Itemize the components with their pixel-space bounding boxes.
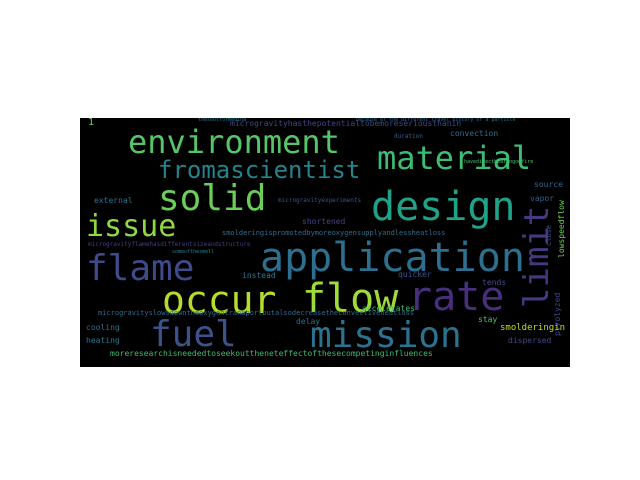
word-cloud: environment material fromascientist soli… xyxy=(80,118,570,367)
word-design: design xyxy=(371,184,516,230)
word-close: close xyxy=(545,224,553,246)
word-limit: limit xyxy=(517,205,557,308)
word-travel-history: because of the different travel history … xyxy=(356,118,516,123)
word-smell: someofthesmell xyxy=(172,249,215,255)
word-fuel: fuel xyxy=(150,314,237,355)
word-tends: tends xyxy=(482,278,507,287)
word-flow: flow xyxy=(302,276,399,322)
word-duration: duration xyxy=(394,133,423,140)
word-flame-structure: microgravityflamehasdifferentsizeandstru… xyxy=(88,241,251,248)
word-mission: mission xyxy=(310,315,462,356)
word-shortened: shortened xyxy=(302,217,346,226)
word-convection: convection xyxy=(450,129,499,138)
word-solid: solid xyxy=(158,178,267,219)
word-dispersed: dispersed xyxy=(508,336,552,345)
word-lowspeedflow: lowspeedflow xyxy=(557,200,566,258)
word-stay: stay xyxy=(478,315,498,324)
word-microgravity-slows: microgravityslowsdowntheoxygentransportb… xyxy=(98,309,415,317)
word-delay: delay xyxy=(296,317,321,326)
word-fromascientist: fromascientist xyxy=(158,156,361,184)
word-cooling: cooling xyxy=(86,323,120,332)
word-have-direct-bearing: havedirectbearingonfire xyxy=(464,159,534,165)
word-occur: occur xyxy=(162,278,277,322)
word-smolderingin: smolderingin xyxy=(500,323,566,333)
word-flame: flame xyxy=(86,248,195,289)
word-rate: rate xyxy=(408,274,505,320)
word-vapor: vapor xyxy=(530,194,555,203)
word-material: material xyxy=(377,139,532,177)
word-microgravity-experiments: microgravityexperiments xyxy=(278,197,362,204)
word-issue: issue xyxy=(86,209,177,244)
word-more-research: moreresearchisneededtoseekouttheneteffec… xyxy=(110,349,433,358)
word-quicker: quicker xyxy=(398,270,432,279)
word-environment: environment xyxy=(128,123,340,161)
word-instead: instead xyxy=(242,271,276,280)
word-soot: thesootformedina xyxy=(198,118,247,123)
word-source: source xyxy=(534,180,563,189)
word-heating: heating xyxy=(86,336,120,345)
word-1: 1 xyxy=(88,118,95,128)
word-smoldering-promoted: smolderingispromotedbymoreoxygensupplyan… xyxy=(222,229,446,237)
word-application: application xyxy=(260,235,525,281)
word-accelerates: accelerates xyxy=(362,304,415,313)
word-microgravity-potential: microgravityhasthepotentialtobemoreserio… xyxy=(230,119,462,128)
word-external: external xyxy=(94,196,133,205)
